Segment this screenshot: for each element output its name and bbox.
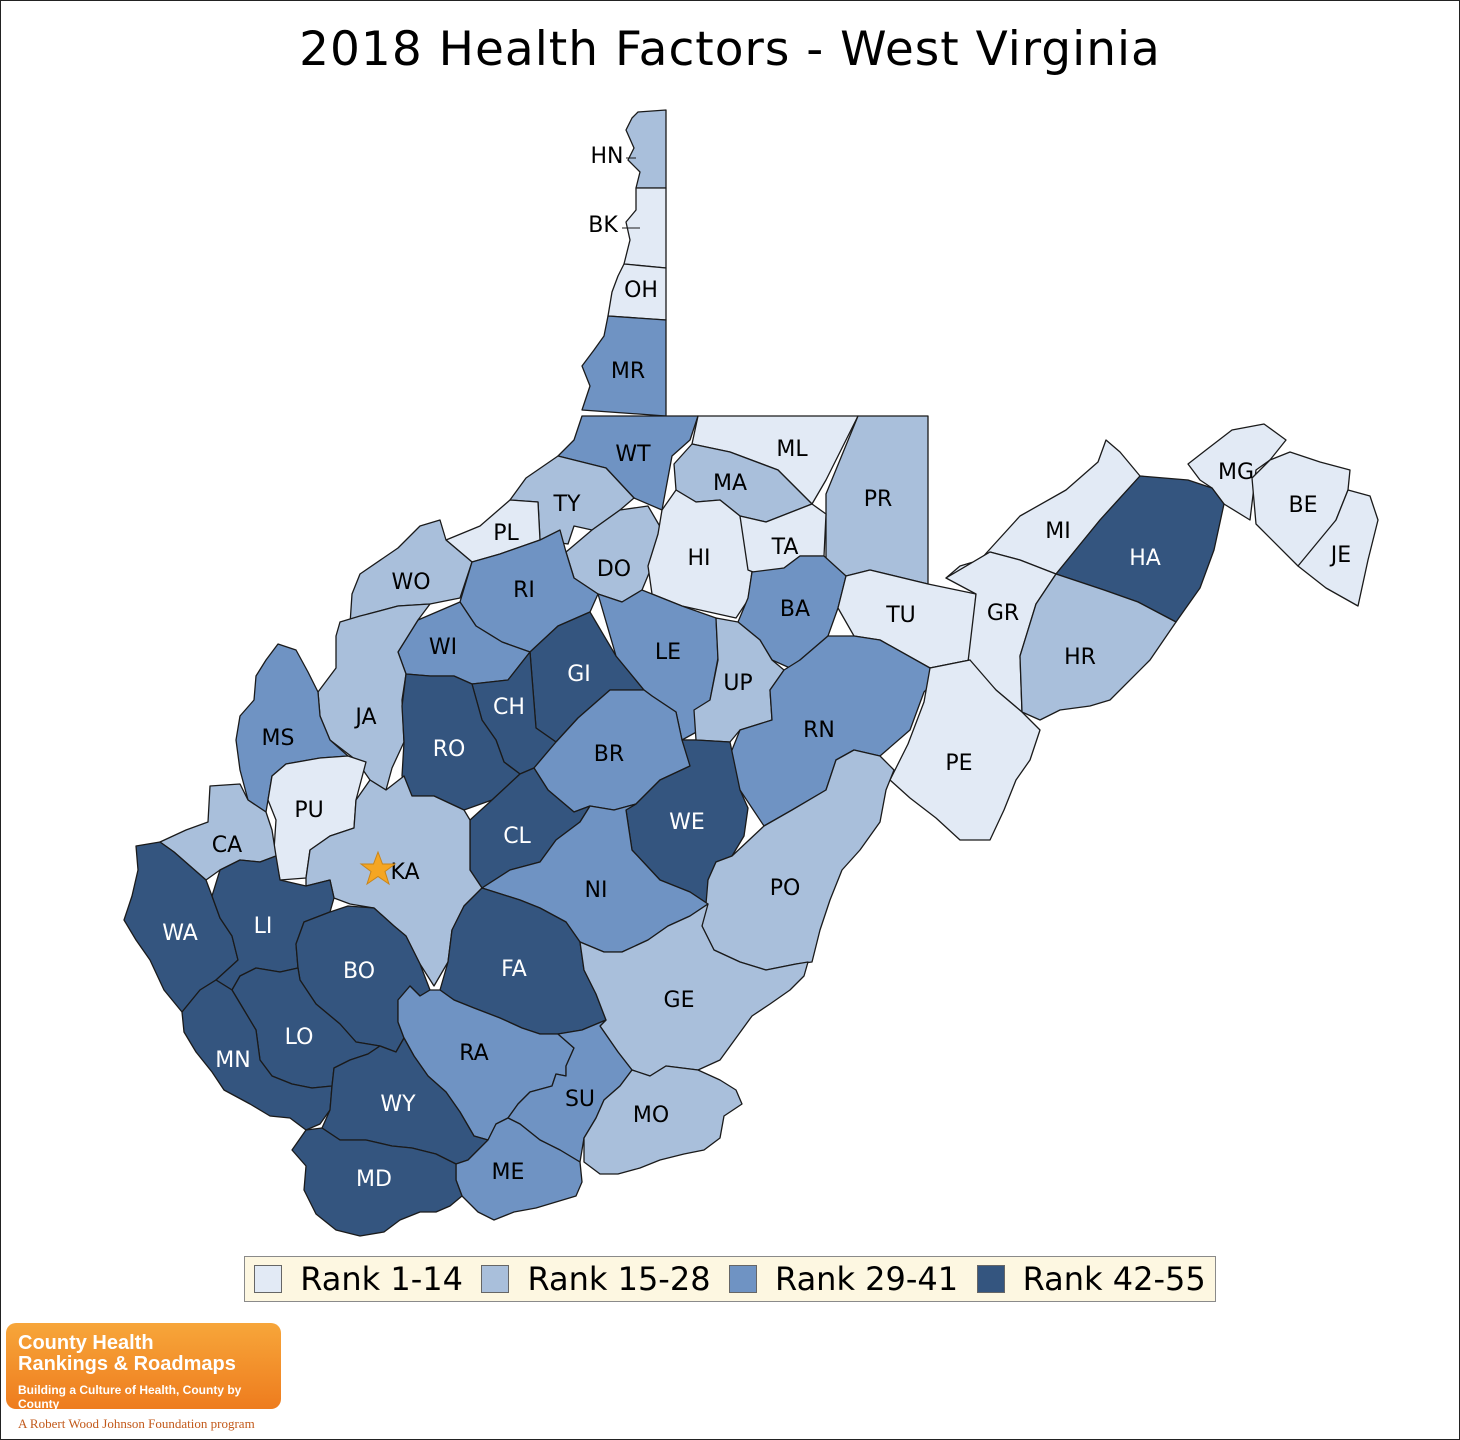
county-label-be: BE xyxy=(1289,493,1318,518)
county-label-ro: RO xyxy=(433,737,466,762)
county-label-wa: WA xyxy=(162,921,198,946)
county-label-ms: MS xyxy=(262,726,295,751)
county-wt[interactable] xyxy=(557,415,699,511)
map-title: 2018 Health Factors - West Virginia xyxy=(299,22,1161,77)
legend-label: Rank 15-28 xyxy=(527,1260,711,1298)
county-label-do: DO xyxy=(597,557,631,582)
county-label-hi: HI xyxy=(687,546,710,571)
county-label-ma: MA xyxy=(713,471,747,496)
foundation-credit: A Robert Wood Johnson Foundation program xyxy=(18,1416,255,1431)
county-label-pu: PU xyxy=(294,798,323,823)
county-label-mi: MI xyxy=(1045,519,1070,544)
county-label-mg: MG xyxy=(1218,460,1254,485)
county-label-li: LI xyxy=(254,914,273,939)
county-label-ri: RI xyxy=(513,578,535,603)
county-label-gr: GR xyxy=(987,601,1019,626)
county-label-gi: GI xyxy=(567,662,591,687)
county-label-le: LE xyxy=(655,640,681,665)
county-label-tu: TU xyxy=(885,603,916,628)
logo-line-1: County Health xyxy=(18,1332,154,1354)
county-label-mo: MO xyxy=(633,1103,669,1128)
county-label-wo: WO xyxy=(391,570,430,595)
county-label-ha: HA xyxy=(1129,546,1161,571)
county-label-bo: BO xyxy=(343,959,375,984)
county-label-je: JE xyxy=(1329,543,1351,568)
county-label-cl: CL xyxy=(503,824,531,849)
county-hn[interactable] xyxy=(625,109,667,189)
legend-swatch xyxy=(729,1265,758,1293)
county-health-rankings-logo: County Health Rankings & Roadmaps Buildi… xyxy=(6,1323,281,1411)
county-label-up: UP xyxy=(723,671,752,696)
county-label-me: ME xyxy=(492,1160,525,1185)
legend: Rank 1-14 Rank 15-28 Rank 29-41 Rank 42-… xyxy=(244,1256,1216,1302)
county-label-pr: PR xyxy=(864,487,893,512)
legend-item-rank-15-28: Rank 15-28 xyxy=(481,1260,711,1298)
county-label-lo: LO xyxy=(285,1025,314,1050)
county-label-wy: WY xyxy=(380,1092,416,1117)
county-label-we: WE xyxy=(669,810,705,835)
county-label-md: MD xyxy=(356,1167,392,1192)
county-label-pe: PE xyxy=(945,751,972,776)
county-label-ra: RA xyxy=(459,1041,488,1066)
county-label-ty: TY xyxy=(553,492,581,517)
county-hr[interactable] xyxy=(1019,573,1177,721)
capital-star-icon xyxy=(359,850,397,886)
legend-label: Rank 1-14 xyxy=(300,1260,463,1298)
legend-item-rank-29-41: Rank 29-41 xyxy=(729,1260,958,1298)
county-map: HN BK OH MR WT ML MA PR TY PL DO HI TA MG BE JE MI HA WO RI… xyxy=(123,109,1379,1237)
legend-swatch xyxy=(254,1265,283,1293)
legend-item-rank-42-55: Rank 42-55 xyxy=(976,1260,1206,1298)
county-label-mn: MN xyxy=(215,1048,250,1073)
county-label-wi: WI xyxy=(429,635,457,660)
legend-label: Rank 42-55 xyxy=(1022,1260,1206,1298)
county-pe[interactable] xyxy=(889,659,1041,841)
county-label-rn: RN xyxy=(803,718,835,743)
county-label-fa: FA xyxy=(501,957,527,982)
legend-swatch xyxy=(976,1265,1005,1293)
county-label-ch: CH xyxy=(493,695,525,720)
county-label-pl: PL xyxy=(493,521,519,546)
legend-item-rank-1-14: Rank 1-14 xyxy=(254,1260,463,1298)
logo-tagline: Building a Culture of Health, County by … xyxy=(18,1383,242,1411)
county-label-ca: CA xyxy=(212,833,242,858)
county-label-ba: BA xyxy=(780,597,810,622)
county-mr[interactable] xyxy=(581,315,667,417)
county-label-mr: MR xyxy=(611,359,645,384)
county-md[interactable] xyxy=(291,1127,463,1237)
county-label-hr: HR xyxy=(1064,645,1096,670)
legend-swatch xyxy=(481,1265,510,1293)
county-mo[interactable] xyxy=(583,1065,743,1175)
county-po[interactable] xyxy=(701,749,895,971)
county-label-ta: TA xyxy=(771,535,799,560)
legend-label: Rank 29-41 xyxy=(775,1260,959,1298)
county-label-bk: BK xyxy=(588,213,618,238)
county-je[interactable] xyxy=(1297,489,1379,607)
county-label-hn: HN xyxy=(591,144,624,169)
county-label-ge: GE xyxy=(664,988,695,1013)
county-label-su: SU xyxy=(565,1087,595,1112)
logo-line-2: Rankings & Roadmaps xyxy=(18,1353,236,1375)
county-ha[interactable] xyxy=(1055,475,1225,623)
county-label-ja: JA xyxy=(353,705,376,730)
county-label-oh: OH xyxy=(624,278,658,303)
county-label-ni: NI xyxy=(585,878,608,903)
county-label-wt: WT xyxy=(615,442,651,467)
county-label-ml: ML xyxy=(776,437,808,462)
county-bk[interactable] xyxy=(623,187,667,269)
county-label-po: PO xyxy=(770,876,801,901)
county-label-br: BR xyxy=(594,742,624,767)
